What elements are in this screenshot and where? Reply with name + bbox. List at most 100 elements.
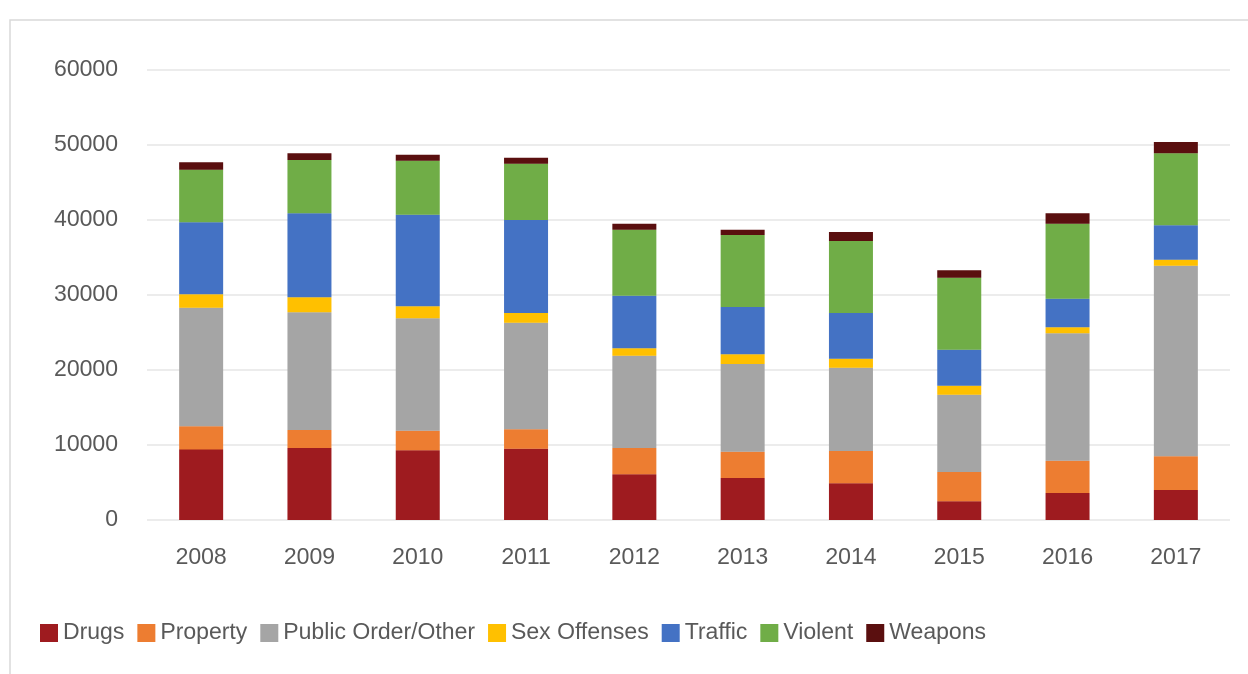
bar-segment [1045, 223, 1090, 299]
bar-segment [504, 220, 549, 313]
y-tick-label: 0 [105, 505, 118, 531]
bar-segment [612, 448, 657, 475]
bar-segment [937, 385, 982, 395]
bar-segment [1153, 265, 1198, 457]
x-tick-label: 2009 [284, 543, 335, 569]
x-tick-label: 2017 [1150, 543, 1201, 569]
bar-segment [287, 297, 332, 313]
bar-segment [612, 295, 657, 349]
bar-segment [395, 450, 440, 520]
legend-label: Property [160, 618, 247, 644]
bar-segment [287, 448, 332, 520]
x-tick-label: 2016 [1042, 543, 1093, 569]
bar-segment [720, 451, 765, 478]
bar-segment [720, 364, 765, 452]
bar-segment [612, 348, 657, 356]
bar-segment [720, 478, 765, 520]
y-tick-label: 20000 [54, 355, 118, 381]
bar-segment [828, 232, 873, 241]
bar-segment [1153, 153, 1198, 226]
legend-swatch [488, 624, 507, 642]
bar-segment [720, 229, 765, 235]
bar-segment [179, 449, 224, 520]
bar-segment [1045, 333, 1090, 461]
bar-segment [287, 213, 332, 298]
legend-swatch [866, 624, 885, 642]
bar-segment [504, 157, 549, 164]
x-tick-label: 2008 [176, 543, 227, 569]
bar-segment [179, 169, 224, 223]
y-tick-label: 10000 [54, 430, 118, 456]
bar-segment [1045, 298, 1090, 328]
bar-segment [1153, 142, 1198, 154]
x-tick-label: 2013 [717, 543, 768, 569]
y-tick-label: 50000 [54, 130, 118, 156]
bar-segment [828, 241, 873, 313]
bar-segment [179, 162, 224, 170]
legend-label: Violent [783, 618, 854, 644]
x-tick-label: 2011 [501, 543, 550, 569]
bar-segment [395, 154, 440, 161]
bar-segment [1153, 456, 1198, 490]
bar-segment [179, 294, 224, 308]
bar-segment [395, 430, 440, 451]
x-tick-label: 2015 [934, 543, 985, 569]
bar-segment [395, 214, 440, 307]
y-tick-label: 30000 [54, 280, 118, 306]
bar-segment [937, 394, 982, 472]
bar-segment [937, 472, 982, 502]
bar-segment [1153, 259, 1198, 266]
bar-segment [179, 307, 224, 427]
bar-segment [287, 153, 332, 160]
legend-label: Weapons [889, 618, 986, 644]
bar-segment [504, 429, 549, 449]
bar-segment [1045, 493, 1090, 520]
bar-segment [828, 358, 873, 368]
bar-segment [720, 354, 765, 364]
bar-segment [504, 313, 549, 323]
bar-segment [612, 223, 657, 230]
bar-segment [395, 306, 440, 319]
legend-swatch [260, 624, 279, 642]
bar-segment [179, 426, 224, 450]
bar-segment [287, 160, 332, 214]
bar-segment [1153, 225, 1198, 260]
bar-segment [612, 229, 657, 296]
bar-segment [395, 318, 440, 431]
bar-segment [612, 474, 657, 520]
legend-label: Sex Offenses [511, 618, 649, 644]
bar-segment [395, 160, 440, 215]
bar-segment [937, 270, 982, 278]
bar-segment [937, 349, 982, 386]
legend-swatch [137, 624, 156, 642]
bar-segment [1045, 213, 1090, 224]
legend-label: Public Order/Other [283, 618, 475, 644]
bar-segment [1045, 327, 1090, 334]
bar-segment [179, 222, 224, 295]
legend-label: Drugs [63, 618, 124, 644]
x-tick-label: 2014 [825, 543, 876, 569]
legend-swatch [661, 624, 680, 642]
x-tick-label: 2012 [609, 543, 660, 569]
x-tick-label: 2010 [392, 543, 443, 569]
y-tick-label: 40000 [54, 205, 118, 231]
bar-segment [504, 322, 549, 430]
bar-segment [720, 307, 765, 355]
chart-frame [9, 19, 1248, 674]
bar-segment [287, 312, 332, 430]
bar-segment [828, 313, 873, 359]
bar-segment [828, 451, 873, 484]
bar-segment [828, 367, 873, 451]
bar-segment [1045, 460, 1090, 493]
legend-swatch [40, 624, 58, 642]
legend-swatch [760, 624, 779, 642]
y-tick-label: 60000 [54, 55, 118, 81]
bar-segment [828, 483, 873, 520]
bar-segment [1153, 490, 1198, 520]
bar-segment [937, 277, 982, 350]
bar-segment [504, 163, 549, 220]
legend-label: Traffic [685, 618, 748, 644]
bar-segment [612, 355, 657, 448]
bar-segment [720, 235, 765, 307]
